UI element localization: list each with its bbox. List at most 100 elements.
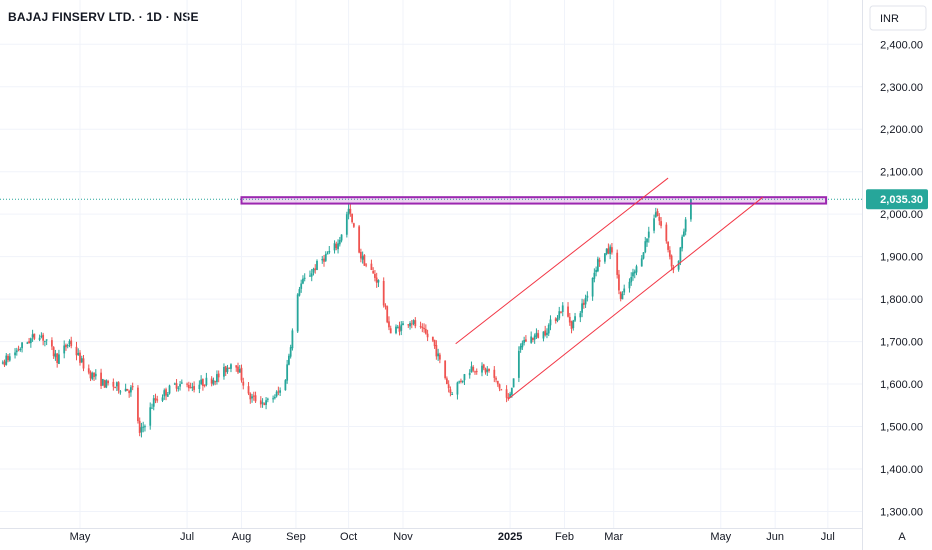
candle-100	[217, 370, 220, 383]
candle-41	[75, 341, 78, 361]
candle-249	[584, 294, 587, 308]
candle-229	[535, 328, 538, 339]
candle-86	[186, 382, 188, 388]
candle-188	[435, 340, 438, 360]
candle-118	[263, 402, 266, 406]
candle-84	[179, 381, 181, 391]
candle-97	[212, 377, 215, 386]
candle-290	[684, 217, 687, 236]
candle-243	[570, 320, 573, 334]
candle-175	[402, 320, 404, 326]
candle-102	[224, 365, 227, 376]
currency-label: INR	[880, 13, 899, 25]
candle-65	[131, 382, 134, 391]
candle-115	[254, 391, 257, 404]
candle-269	[633, 269, 636, 279]
candle-191	[444, 360, 447, 380]
candle-254	[596, 256, 599, 273]
candle-128	[288, 353, 290, 366]
candles	[1, 198, 692, 438]
candle-248	[582, 299, 585, 309]
x-tick-label: May	[710, 531, 731, 543]
candle-11	[1, 360, 4, 365]
candle-63	[128, 389, 131, 398]
last-price-badge	[866, 189, 928, 210]
candle-145	[328, 245, 331, 255]
y-tick-label: 2,400.00	[880, 39, 923, 51]
candle-215	[500, 388, 503, 391]
candle-55	[107, 379, 109, 386]
candle-180	[414, 317, 417, 329]
time-axis[interactable]: May Jul Aug Sep Oct Nov 2025 Feb Mar May Jun Jul A	[0, 528, 906, 550]
y-tick-label: 1,500.00	[880, 422, 923, 434]
candle-62	[126, 388, 129, 391]
candle-212	[495, 376, 497, 383]
price-axis[interactable]: INR 2,400.00 2,300.00 2,200.00 2,100.00 2,000…	[862, 0, 932, 550]
candle-251	[591, 277, 594, 301]
candle-78	[165, 387, 167, 401]
candle-173	[398, 321, 401, 336]
candle-95	[205, 372, 208, 387]
candle-177	[409, 321, 411, 330]
candle-256	[603, 253, 606, 264]
candle-246	[579, 311, 582, 323]
candle-224	[523, 336, 526, 346]
candle-226	[530, 331, 533, 344]
candle-64	[130, 384, 132, 397]
candle-21	[26, 341, 29, 345]
candle-32	[52, 346, 55, 359]
candle-61	[124, 383, 127, 392]
candle-33	[54, 349, 57, 361]
candle-60	[119, 389, 122, 395]
candle-42	[77, 348, 80, 356]
candle-73	[152, 395, 155, 411]
candle-213	[496, 380, 499, 387]
currency-box	[869, 5, 927, 31]
candle-107	[237, 362, 239, 375]
candle-56	[112, 378, 115, 391]
candle-83	[177, 386, 180, 392]
candle-210	[488, 368, 490, 373]
y-tick-label: 2,100.00	[880, 167, 923, 179]
candle-47	[89, 370, 92, 382]
candle-286	[677, 260, 680, 272]
candle-106	[235, 365, 238, 372]
candle-16	[14, 348, 16, 359]
candle-125	[279, 387, 282, 396]
drawings[interactable]	[0, 177, 862, 400]
candle-144	[326, 251, 329, 255]
candle-29	[43, 340, 46, 347]
chart-title: BAJAJ FINSERV LTD. · 1D · NSE	[8, 10, 199, 24]
candle-202	[470, 361, 473, 373]
candle-94	[203, 384, 206, 388]
candle-158	[361, 251, 364, 264]
candle-257	[605, 248, 608, 256]
grid	[0, 0, 862, 528]
candle-190	[438, 352, 441, 364]
candle-184	[424, 324, 427, 335]
candle-124	[277, 386, 280, 396]
candle-265	[623, 284, 626, 296]
candle-91	[198, 380, 201, 394]
candle-192	[445, 376, 448, 385]
candle-234	[547, 323, 550, 337]
candle-57	[114, 386, 117, 389]
candle-196	[456, 381, 459, 400]
candle-54	[105, 379, 108, 389]
candle-253	[595, 266, 598, 277]
candle-19	[19, 347, 22, 352]
candle-77	[163, 388, 166, 400]
candle-239	[560, 310, 562, 314]
candle-199	[461, 380, 464, 384]
candle-22	[28, 337, 30, 344]
candle-68	[140, 422, 143, 438]
candle-13	[5, 352, 8, 366]
candle-264	[621, 291, 624, 300]
candle-181	[419, 321, 422, 329]
candle-277	[654, 207, 657, 218]
candle-232	[544, 325, 547, 337]
candle-119	[265, 397, 267, 410]
candle-48	[91, 371, 94, 381]
candle-37	[65, 343, 67, 351]
